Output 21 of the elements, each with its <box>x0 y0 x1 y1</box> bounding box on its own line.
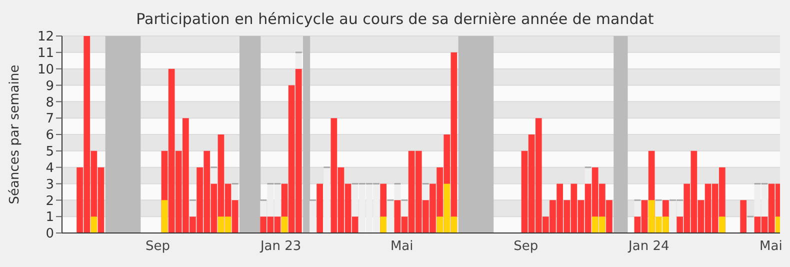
chart-title: Participation en hémicycle au cours de sa dernière année de mandat <box>135 10 655 28</box>
x-tick-label: Mai <box>390 239 414 254</box>
y-tick-label: 10 <box>37 62 54 78</box>
y-tick-label: 11 <box>37 46 54 62</box>
y-tick-label: 7 <box>46 112 54 127</box>
y-tick-label: 12 <box>37 30 54 45</box>
y-tick-label: 9 <box>46 78 54 94</box>
x-tick-label: Mai <box>760 239 782 254</box>
y-tick-label: 8 <box>46 95 54 110</box>
x-tick-label: Sep <box>146 239 170 254</box>
x-tick-label: Jan 24 <box>628 239 670 254</box>
y-tick-label: 0 <box>46 226 54 242</box>
x-tick-label: Sep <box>514 239 538 254</box>
y-tick-label: 4 <box>46 160 54 176</box>
y-tick-label: 6 <box>46 128 54 144</box>
y-tick-label: 3 <box>46 177 54 192</box>
y-tick-label: 1 <box>46 210 54 226</box>
y-axis-title: Séances par semaine <box>8 64 23 204</box>
x-tick-label: Jan 23 <box>259 239 302 254</box>
y-tick-label: 2 <box>46 194 54 209</box>
y-tick-label: 5 <box>46 144 54 160</box>
